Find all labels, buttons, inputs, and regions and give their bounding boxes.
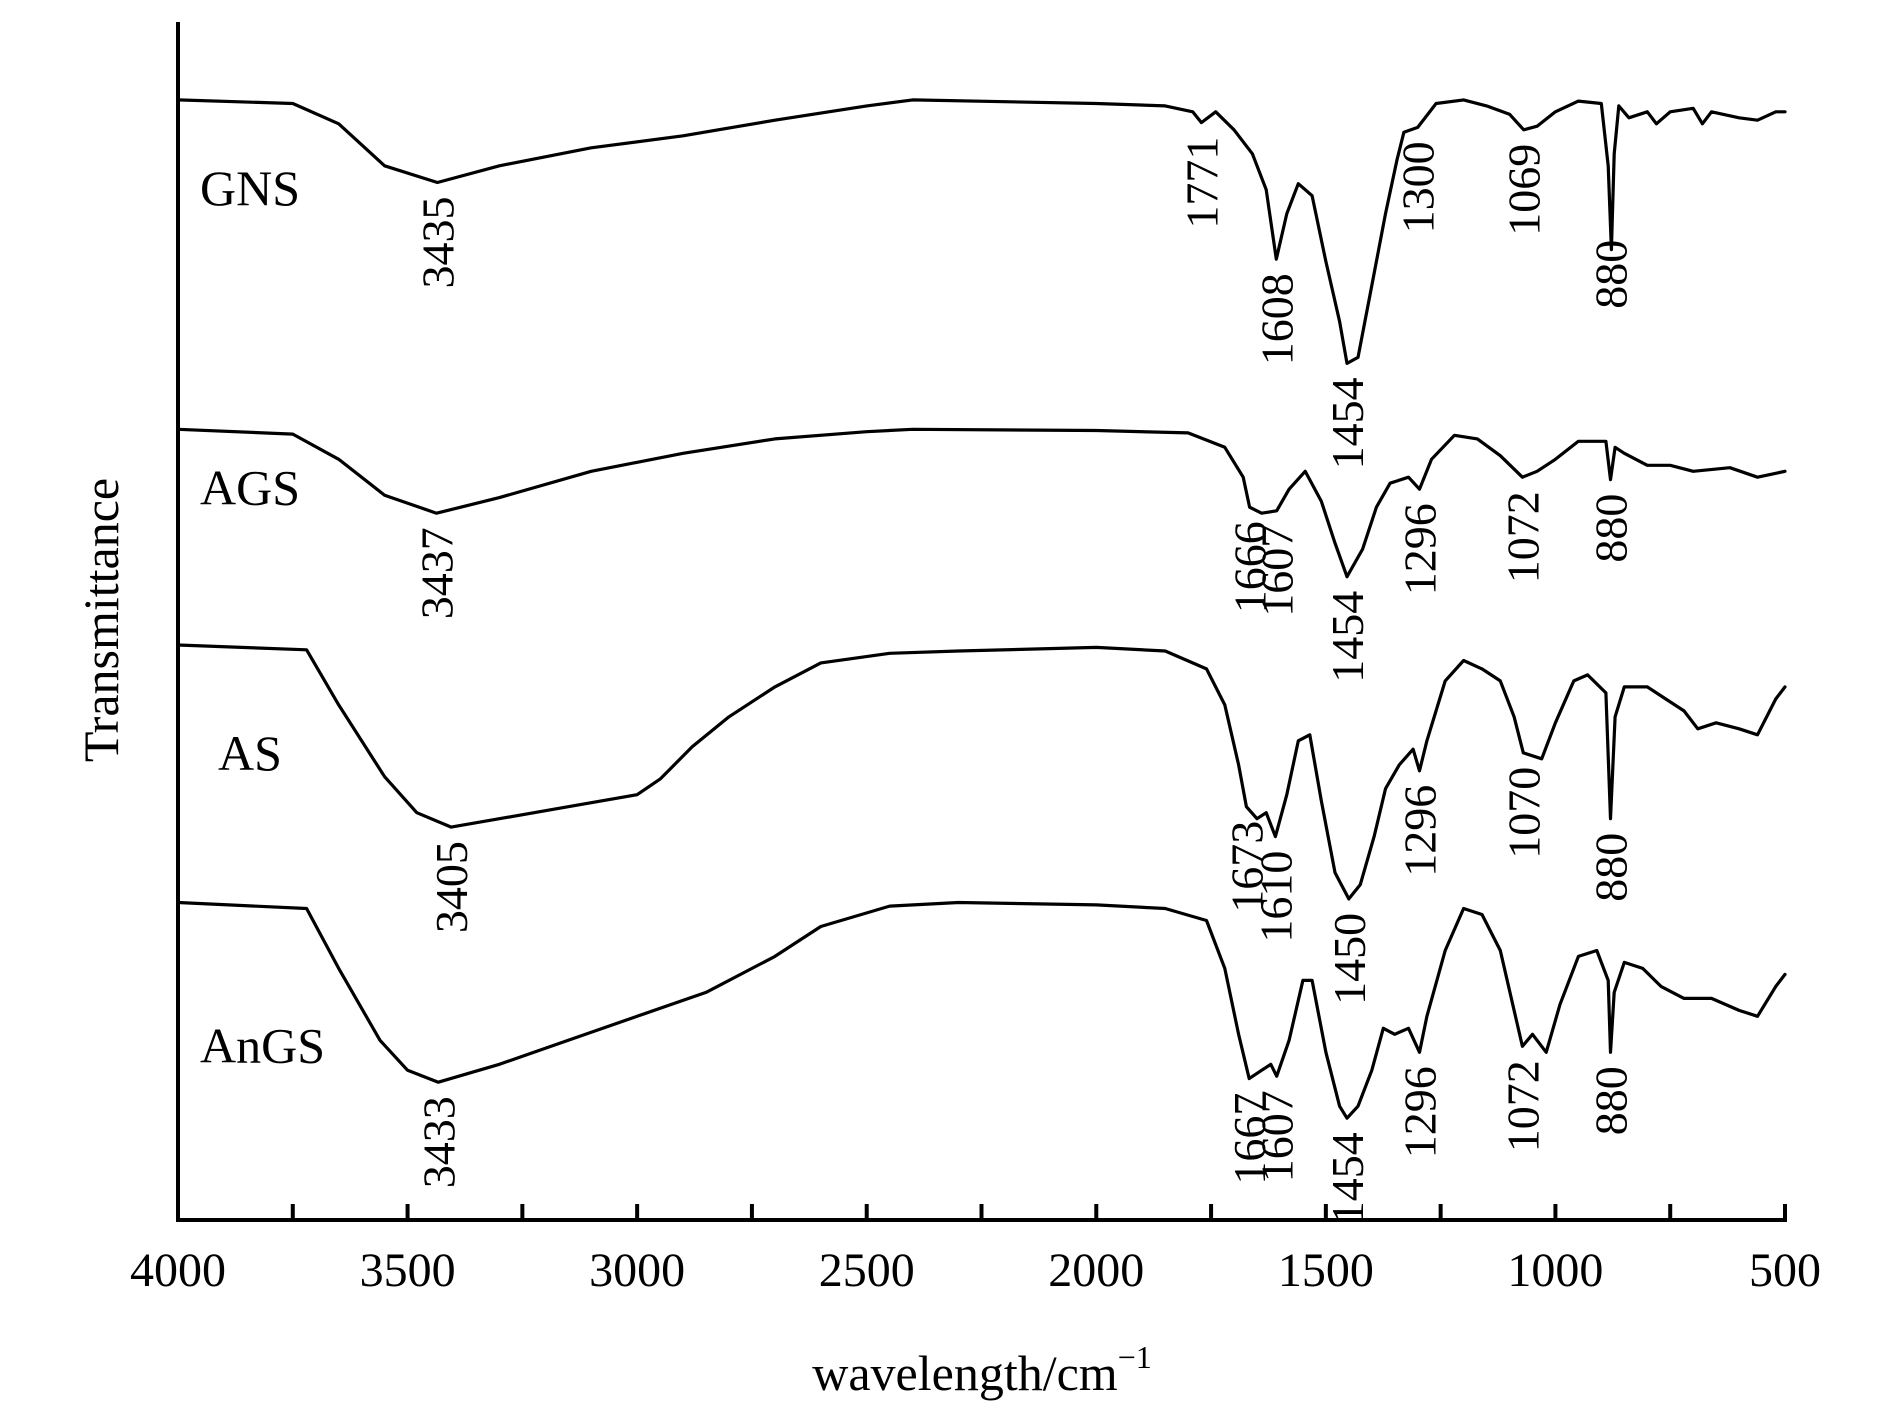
x-axis-title-superscript: −1 (1118, 1339, 1152, 1375)
peak-label: 880 (1586, 494, 1637, 563)
peak-label: 1667 (1224, 1093, 1275, 1185)
x-tick-label: 1500 (1278, 1244, 1374, 1297)
peak-label: 1069 (1499, 144, 1550, 236)
peak-label: 1607 (1252, 1090, 1303, 1182)
x-tick-label: 4000 (130, 1244, 226, 1297)
peak-label: 1450 (1324, 913, 1375, 1005)
series-label: AGS (200, 459, 300, 515)
series-labels: GNS AGS AS AnGS (200, 160, 325, 1074)
x-axis-title-text: wavelength/cm (812, 1345, 1118, 1401)
series-label: AS (218, 725, 282, 781)
spectrum-as (176, 643, 1787, 901)
peak-label: 1666 (1225, 521, 1276, 613)
peak-label: 3405 (426, 841, 477, 933)
spectrum-gns (176, 98, 1787, 365)
x-tick-label: 2000 (1048, 1244, 1144, 1297)
peak-label: 3433 (413, 1096, 464, 1188)
x-ticks (176, 1204, 1787, 1220)
spectrum-ags (176, 427, 1787, 579)
x-tick-label: 3500 (360, 1244, 456, 1297)
peak-label: 880 (1586, 1066, 1637, 1135)
x-axis-title: wavelength/cm−1 (812, 1339, 1152, 1401)
x-tick-label: 2500 (819, 1244, 915, 1297)
peak-label: 880 (1586, 833, 1637, 902)
peak-label: 1296 (1395, 785, 1446, 877)
peak-label: 1072 (1497, 1060, 1548, 1152)
y-axis-title: Transmittance (73, 478, 129, 762)
peak-label: 1454 (1322, 1132, 1373, 1224)
peak-label: 1454 (1322, 377, 1373, 469)
peak-label: 1070 (1498, 767, 1549, 859)
x-tick-label: 3000 (589, 1244, 685, 1297)
series-label: AnGS (200, 1018, 325, 1074)
x-tick-labels: 4000 3500 3000 2500 2000 1500 1000 500 (130, 1244, 1821, 1297)
x-tick-label: 500 (1749, 1244, 1821, 1297)
peak-label: 3437 (412, 527, 463, 619)
peak-label: 1608 (1251, 273, 1302, 365)
spectrum-angs (176, 900, 1787, 1120)
peak-label: 1300 (1393, 141, 1444, 233)
peak-label: 1771 (1176, 137, 1227, 229)
peak-label: 1454 (1322, 591, 1373, 683)
peak-label: 1296 (1395, 1066, 1446, 1158)
peak-label: 1610 (1250, 851, 1301, 943)
peak-label: 1072 (1497, 491, 1548, 583)
peak-label: 1296 (1395, 503, 1446, 595)
peak-label: 3435 (412, 197, 463, 289)
spectra (176, 98, 1787, 1120)
series-label: GNS (200, 160, 300, 216)
x-tick-label: 1000 (1507, 1244, 1603, 1297)
peak-label: 1673 (1221, 821, 1272, 913)
peak-label: 1607 (1252, 525, 1303, 617)
peak-label: 880 (1586, 240, 1637, 309)
